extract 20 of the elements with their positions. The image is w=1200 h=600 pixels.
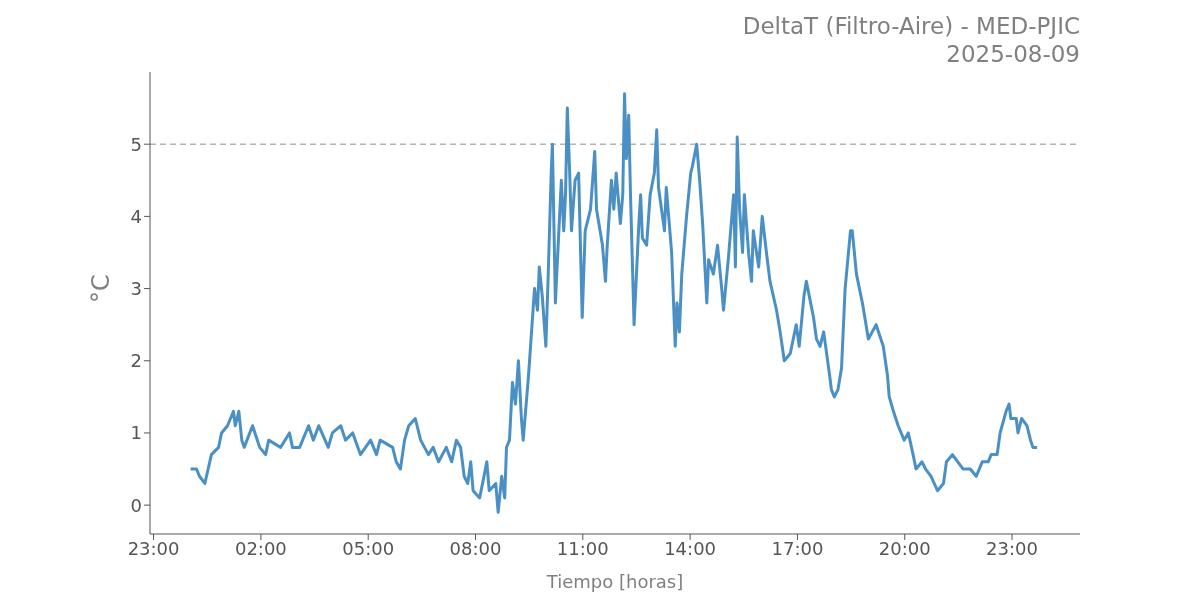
y-axis-title: °C xyxy=(86,274,115,303)
chart-subtitle: 2025-08-09 xyxy=(945,40,1080,68)
x-tick-label: 05:00 xyxy=(342,537,395,559)
x-tick-label: 23:00 xyxy=(127,537,180,559)
chart-title: DeltaT (Filtro-Aire) - MED-PJIC xyxy=(742,12,1080,40)
x-tick-label: 23:00 xyxy=(986,537,1038,559)
x-tick-label: 20:00 xyxy=(878,537,931,559)
y-tick-label: 0 xyxy=(130,494,142,516)
x-tick-label: 17:00 xyxy=(771,537,824,559)
x-tick-label: 08:00 xyxy=(449,537,502,559)
y-tick-label: 1 xyxy=(130,422,142,444)
y-tick-label: 2 xyxy=(130,350,142,372)
x-axis-title: Tiempo [horas] xyxy=(545,571,684,592)
line-series xyxy=(189,92,1039,514)
x-tick-label: 11:00 xyxy=(556,537,609,559)
x-tick-label: 14:00 xyxy=(664,537,717,559)
y-tick-label: 3 xyxy=(130,277,142,299)
x-tick-label: 02:00 xyxy=(234,537,287,559)
y-tick-label: 5 xyxy=(130,133,142,155)
y-tick-label: 4 xyxy=(130,205,142,227)
